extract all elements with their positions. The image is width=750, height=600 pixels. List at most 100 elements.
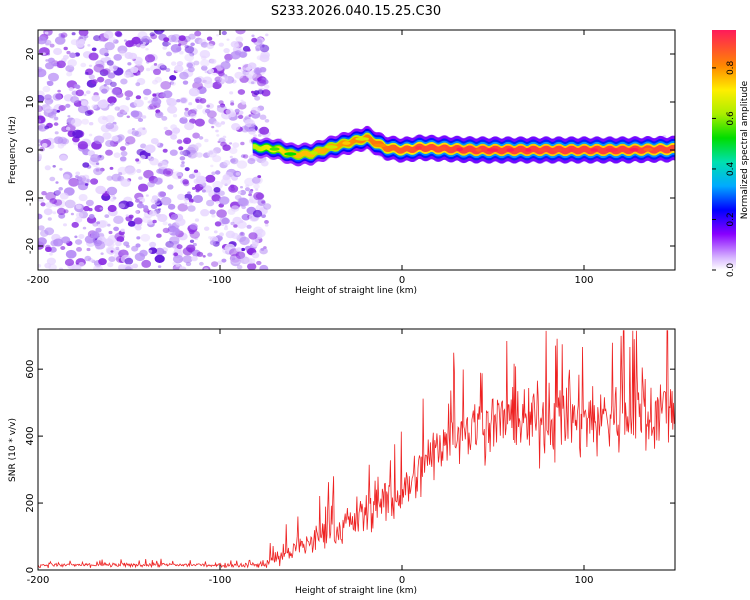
noise-blob [133, 99, 144, 108]
noise-blob [235, 251, 246, 259]
y-tick-label: 10 [25, 96, 36, 109]
noise-blob [75, 239, 83, 245]
noise-blob [64, 199, 76, 209]
noise-blob [41, 191, 47, 196]
noise-blob [192, 108, 198, 113]
noise-blob [135, 158, 140, 162]
noise-blob [71, 221, 79, 228]
noise-blob [135, 95, 142, 100]
noise-blob [234, 194, 242, 201]
noise-blob [91, 47, 97, 52]
noise-blob [184, 167, 190, 172]
noise-blob [200, 59, 210, 67]
noise-blob [163, 126, 168, 131]
noise-blob [143, 88, 152, 96]
noise-blob [47, 217, 52, 221]
noise-blob [150, 138, 159, 145]
noise-blob [235, 30, 246, 35]
noise-blob [219, 103, 226, 108]
noise-blob [180, 97, 187, 103]
noise-blob [80, 100, 88, 106]
noise-blob [219, 232, 224, 237]
noise-blob [140, 43, 146, 49]
snr-data [38, 330, 675, 569]
noise-blob [52, 93, 62, 101]
noise-blob [231, 257, 236, 261]
noise-blob [173, 252, 179, 257]
noise-blob [215, 129, 219, 133]
noise-blob [193, 60, 200, 66]
noise-blob [254, 95, 261, 101]
noise-blob [63, 46, 68, 51]
noise-blob [187, 66, 195, 73]
noise-blob [80, 62, 87, 68]
noise-blob [41, 143, 48, 148]
noise-blob [84, 255, 92, 262]
noise-blob [204, 226, 210, 231]
noise-blob [93, 35, 101, 42]
chart-title: S233.2026.040.15.25.C30 [271, 4, 441, 19]
colorbar-tick-label: 0.6 [726, 111, 736, 126]
noise-blob [127, 62, 132, 66]
noise-blob [44, 31, 49, 35]
noise-blob [222, 246, 232, 255]
noise-blob [53, 122, 59, 126]
noise-blob [176, 99, 181, 103]
noise-blob [202, 76, 213, 85]
noise-blob [147, 105, 154, 110]
noise-blob [58, 105, 66, 111]
noise-blob [164, 129, 173, 136]
noise-blob [153, 30, 164, 35]
noise-blob [177, 175, 182, 179]
noise-blob [99, 47, 109, 56]
noise-blob [38, 125, 44, 130]
noise-blob [136, 236, 141, 240]
noise-blob [73, 84, 80, 89]
noise-blob [243, 257, 253, 265]
noise-blob [75, 41, 85, 48]
noise-blob [107, 262, 114, 268]
noise-blob [184, 53, 195, 62]
noise-blob [175, 263, 180, 267]
colorbar-gradient [712, 30, 736, 270]
noise-blob [251, 37, 258, 43]
ridge-peak [415, 146, 422, 150]
noise-blob [259, 54, 270, 63]
noise-blob [184, 45, 195, 54]
noise-blob [45, 202, 54, 208]
noise-blob [222, 135, 227, 139]
ridge-peak [434, 146, 447, 151]
ridge-peak [486, 148, 499, 152]
noise-blob [155, 247, 165, 256]
noise-blob [65, 126, 71, 131]
ridge-peak [590, 148, 598, 152]
noise-blob [226, 38, 230, 41]
noise-blob [223, 226, 229, 231]
noise-blob [77, 180, 84, 186]
noise-blob [40, 229, 49, 237]
noise-blob [155, 109, 161, 114]
noise-blob [206, 199, 215, 207]
noise-blob [65, 103, 71, 108]
noise-blob [38, 225, 45, 231]
noise-blob [139, 249, 148, 257]
noise-blob [77, 105, 89, 114]
noise-blob [183, 181, 190, 187]
noise-blob [144, 144, 156, 154]
noise-blob [162, 168, 174, 177]
noise-blob [189, 52, 195, 57]
noise-blob [177, 193, 185, 201]
noise-blob [214, 76, 223, 83]
ridge-peak [456, 147, 464, 152]
noise-blob [201, 189, 206, 193]
noise-blob [61, 138, 70, 145]
noise-blob [194, 218, 200, 222]
noise-blob [66, 71, 73, 77]
noise-blob [115, 246, 120, 250]
noise-blob [184, 107, 189, 111]
colorbar-tick-label: 0.4 [726, 162, 736, 177]
noise-blob [42, 85, 51, 93]
noise-blob [107, 241, 115, 248]
noise-blob [38, 213, 43, 220]
noise-blob [90, 178, 99, 185]
